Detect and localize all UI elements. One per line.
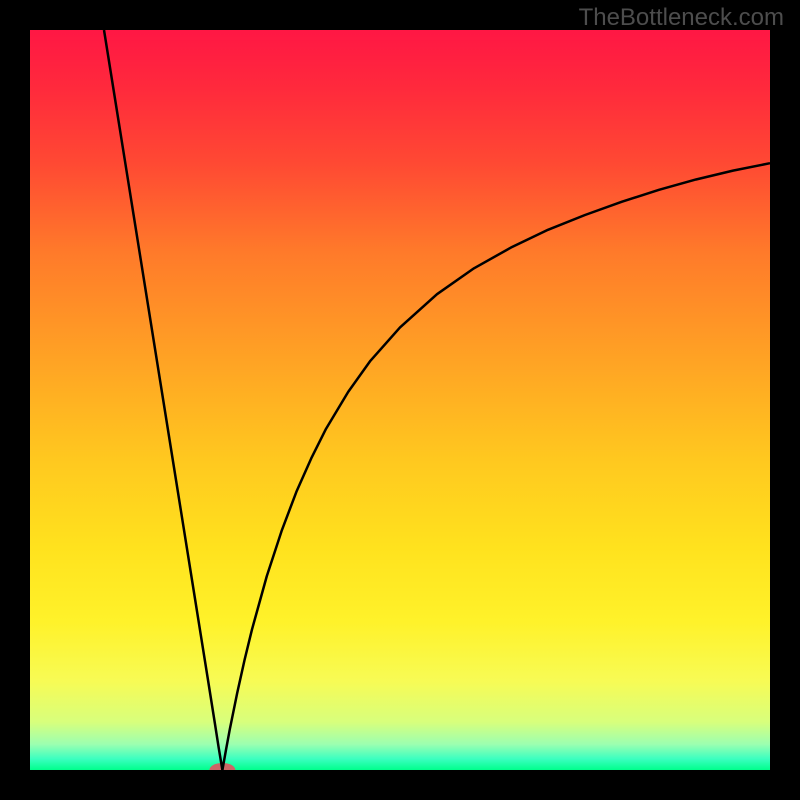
chart-svg [0,0,800,800]
heat-background [30,30,770,770]
bottleneck-chart: TheBottleneck.com [0,0,800,800]
